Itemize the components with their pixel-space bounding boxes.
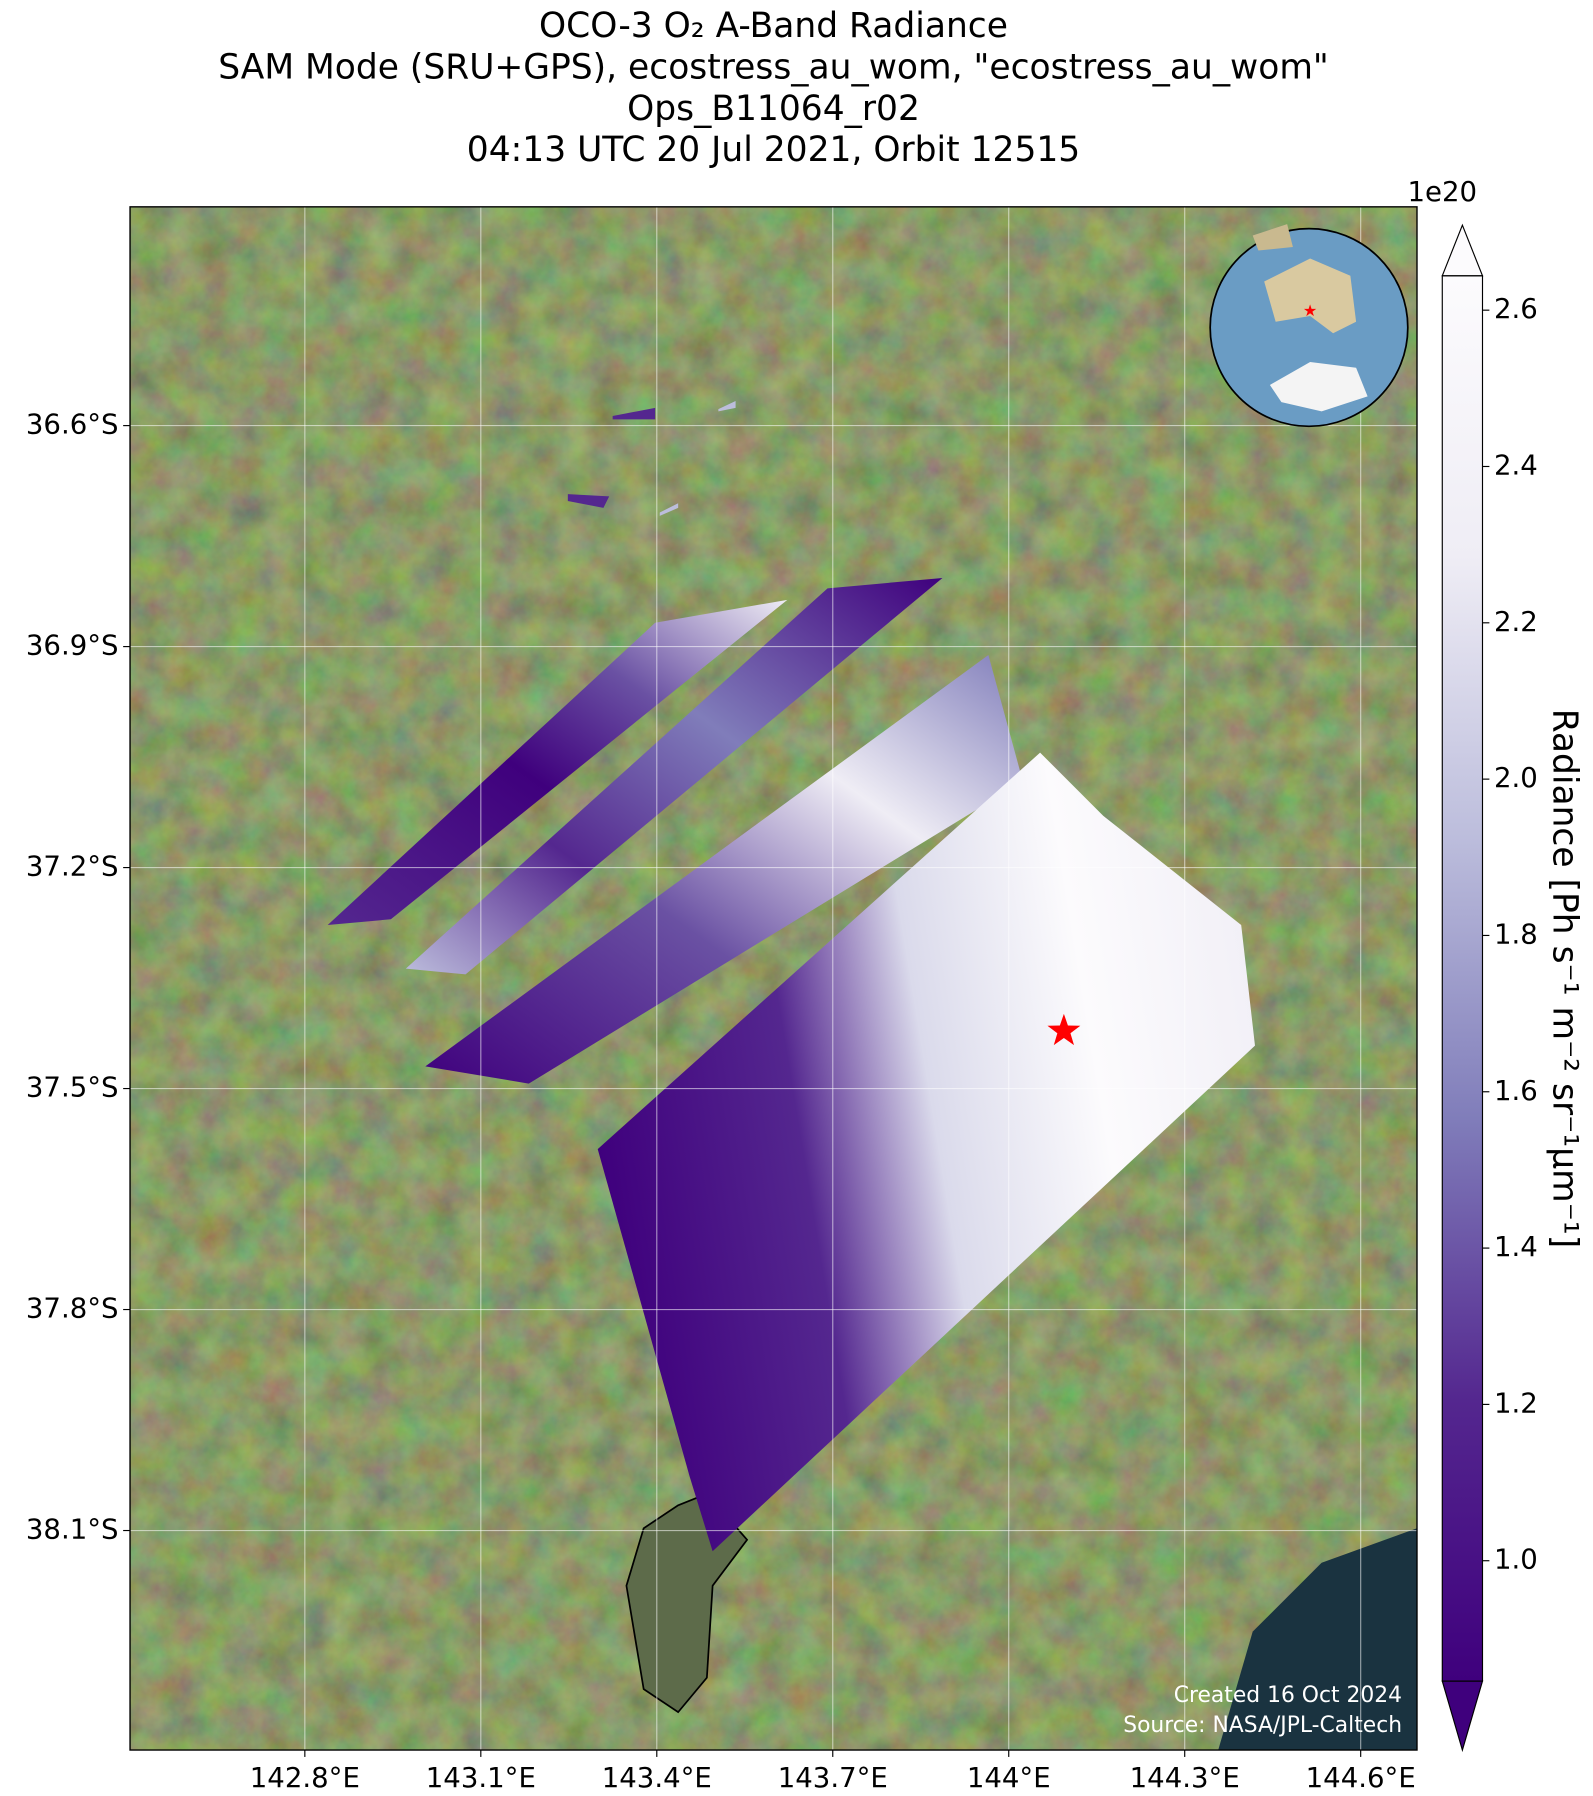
colorbar-label: Radiance [Ph s⁻¹ m⁻² sr⁻¹μm⁻¹] <box>1544 709 1584 1248</box>
colorbar-tick-label: 1.8 <box>1494 917 1538 950</box>
swath <box>659 503 679 516</box>
x-tick-label: 143.4°E <box>602 1761 712 1794</box>
colorbar-tick-label: 2.2 <box>1494 605 1538 638</box>
swath <box>327 599 788 926</box>
credits: Created 16 Oct 2024 Source: NASA/JPL-Calt… <box>1123 1683 1402 1738</box>
colorbar: 1.0 1.2 1.4 1.6 1.8 2.0 2.2 2.4 2.6 1e20 Radiance … <box>1407 175 1584 1753</box>
target-star <box>1047 1013 1081 1046</box>
y-tick-label: 37.8°S <box>26 1292 119 1325</box>
map-frame <box>129 206 1418 1751</box>
title-line: SAM Mode (SRU+GPS), ecostress_au_wom, "e… <box>218 47 1329 87</box>
colorbar-tick-label: 1.4 <box>1494 1230 1538 1263</box>
credit-line: Created 16 Oct 2024 <box>1174 1683 1402 1708</box>
credit-line: Source: NASA/JPL-Caltech <box>1123 1713 1402 1738</box>
svg-text:★: ★ <box>1303 301 1317 320</box>
x-tick-label: 144.3°E <box>1130 1761 1240 1794</box>
swath <box>597 752 1255 1552</box>
swath <box>567 494 610 508</box>
x-tick-label: 144°E <box>967 1761 1051 1794</box>
colorbar-tick-label: 1.2 <box>1494 1386 1538 1419</box>
y-tick-label: 38.1°S <box>26 1513 119 1546</box>
axis-ticks: 142.8°E 143.1°E 143.4°E 143.7°E 144°E 144.3°E… <box>26 408 1416 1794</box>
colorbar-tick-label: 2.0 <box>1494 761 1538 794</box>
y-tick-label: 37.5°S <box>26 1071 119 1104</box>
colorbar-tick-label: 2.4 <box>1494 448 1538 481</box>
title-line: 04:13 UTC 20 Jul 2021, Orbit 12515 <box>467 130 1080 170</box>
globe-inset: ★ <box>1209 224 1409 428</box>
x-tick-label: 144.6°E <box>1306 1761 1416 1794</box>
swath <box>425 654 1023 1084</box>
x-tick-label: 143.7°E <box>778 1761 888 1794</box>
australia <box>1264 258 1357 334</box>
bay <box>1218 1528 1417 1751</box>
title-line: OCO-3 O₂ A-Band Radiance <box>539 6 1008 46</box>
swath <box>718 401 736 412</box>
x-tick-label: 142.8°E <box>250 1761 360 1794</box>
x-tick-label: 143.1°E <box>426 1761 536 1794</box>
colorbar-body <box>1442 275 1483 1682</box>
y-tick-label: 36.9°S <box>26 629 119 662</box>
grid <box>130 206 1417 1751</box>
colorbar-tick-label: 1.6 <box>1494 1074 1538 1107</box>
y-tick-label: 36.6°S <box>26 408 119 441</box>
colorbar-extend-top <box>1441 223 1484 277</box>
antarctica <box>1269 361 1368 412</box>
colorbar-offset: 1e20 <box>1407 175 1477 208</box>
swath <box>612 407 656 420</box>
y-tick-label: 37.2°S <box>26 850 119 883</box>
map-area: ★ Created 16 Oct 2024 Source: NASA/JPL-Ca… <box>130 206 1417 1751</box>
title-line: Ops_B11064_r02 <box>627 89 920 129</box>
colorbar-tick-label: 2.6 <box>1494 292 1538 325</box>
colorbar-extend-bottom <box>1441 1680 1484 1753</box>
swaths <box>327 401 1255 1552</box>
colorbar-frame <box>1441 275 1484 1682</box>
swath <box>405 577 943 975</box>
markers <box>1047 1013 1081 1046</box>
colorbar-tick-label: 1.0 <box>1494 1543 1538 1576</box>
